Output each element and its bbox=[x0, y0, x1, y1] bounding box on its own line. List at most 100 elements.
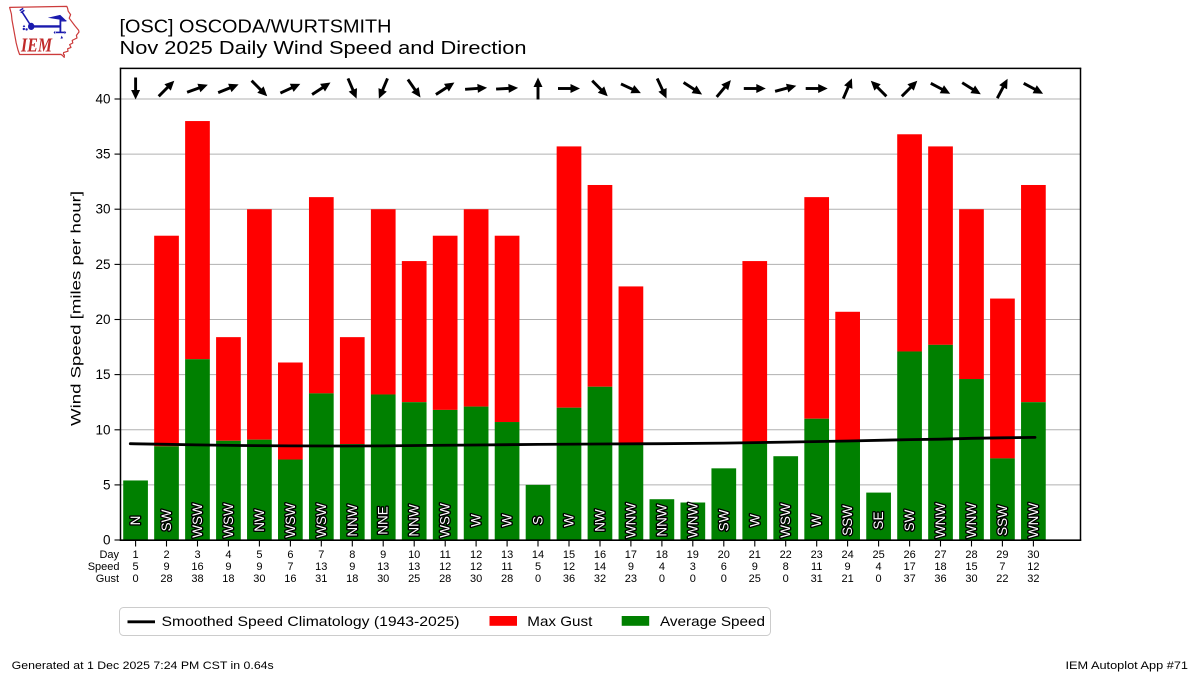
svg-text:37: 37 bbox=[903, 573, 915, 585]
svg-text:W: W bbox=[562, 514, 577, 527]
svg-text:7: 7 bbox=[287, 561, 293, 573]
svg-text:30: 30 bbox=[95, 202, 110, 217]
svg-text:S: S bbox=[531, 516, 546, 525]
svg-text:36: 36 bbox=[563, 573, 575, 585]
svg-text:0: 0 bbox=[783, 573, 789, 585]
svg-text:W: W bbox=[469, 514, 484, 527]
svg-text:Max Gust: Max Gust bbox=[527, 613, 592, 629]
svg-text:18: 18 bbox=[934, 561, 946, 573]
svg-text:3: 3 bbox=[690, 561, 696, 573]
svg-text:0: 0 bbox=[690, 573, 696, 585]
svg-text:WNW: WNW bbox=[685, 503, 700, 538]
svg-text:16: 16 bbox=[594, 549, 606, 561]
svg-text:0: 0 bbox=[659, 573, 665, 585]
svg-text:1: 1 bbox=[133, 549, 139, 561]
svg-text:NW: NW bbox=[252, 509, 267, 532]
svg-text:WNW: WNW bbox=[964, 503, 979, 538]
svg-text:35: 35 bbox=[95, 147, 110, 162]
svg-text:12: 12 bbox=[563, 561, 575, 573]
svg-text:4: 4 bbox=[876, 561, 882, 573]
svg-text:28: 28 bbox=[160, 573, 172, 585]
svg-text:5: 5 bbox=[256, 549, 262, 561]
svg-text:16: 16 bbox=[284, 573, 296, 585]
svg-text:5: 5 bbox=[103, 477, 111, 492]
svg-text:30: 30 bbox=[1027, 549, 1039, 561]
svg-text:21: 21 bbox=[841, 573, 853, 585]
svg-text:10: 10 bbox=[95, 422, 110, 437]
svg-text:WSW: WSW bbox=[314, 503, 329, 538]
svg-text:40: 40 bbox=[95, 92, 110, 107]
svg-text:9: 9 bbox=[380, 549, 386, 561]
svg-text:WSW: WSW bbox=[778, 503, 793, 538]
svg-text:11: 11 bbox=[811, 561, 822, 573]
svg-text:38: 38 bbox=[191, 573, 203, 585]
svg-text:13: 13 bbox=[408, 561, 420, 573]
svg-text:15: 15 bbox=[965, 561, 977, 573]
svg-text:8: 8 bbox=[349, 549, 355, 561]
svg-text:23: 23 bbox=[625, 573, 637, 585]
svg-text:0: 0 bbox=[133, 573, 139, 585]
svg-text:20: 20 bbox=[95, 312, 110, 327]
svg-text:12: 12 bbox=[1027, 561, 1039, 573]
svg-text:28: 28 bbox=[965, 549, 977, 561]
svg-text:30: 30 bbox=[965, 573, 977, 585]
svg-text:9: 9 bbox=[845, 561, 851, 573]
svg-text:26: 26 bbox=[903, 549, 915, 561]
svg-text:25: 25 bbox=[408, 573, 420, 585]
svg-text:WNW: WNW bbox=[1026, 503, 1041, 538]
svg-text:28: 28 bbox=[439, 573, 451, 585]
svg-text:WNW: WNW bbox=[933, 503, 948, 538]
svg-text:9: 9 bbox=[225, 561, 231, 573]
svg-text:SW: SW bbox=[159, 509, 174, 531]
svg-text:9: 9 bbox=[163, 561, 169, 573]
svg-text:17: 17 bbox=[903, 561, 915, 573]
svg-text:6: 6 bbox=[287, 549, 293, 561]
svg-text:SW: SW bbox=[902, 509, 917, 531]
svg-text:WSW: WSW bbox=[221, 503, 236, 538]
svg-text:SE: SE bbox=[871, 511, 886, 529]
svg-text:SSW: SSW bbox=[995, 505, 1010, 536]
svg-text:NNW: NNW bbox=[345, 504, 360, 536]
svg-text:32: 32 bbox=[1027, 573, 1039, 585]
svg-text:0: 0 bbox=[103, 533, 111, 548]
svg-text:WSW: WSW bbox=[438, 503, 453, 538]
svg-text:22: 22 bbox=[996, 573, 1008, 585]
svg-text:9: 9 bbox=[349, 561, 355, 573]
svg-text:W: W bbox=[500, 514, 515, 527]
svg-text:30: 30 bbox=[470, 573, 482, 585]
svg-text:14: 14 bbox=[532, 549, 544, 561]
svg-text:SW: SW bbox=[716, 509, 731, 531]
svg-text:36: 36 bbox=[934, 573, 946, 585]
svg-text:Average Speed: Average Speed bbox=[660, 613, 765, 629]
svg-text:12: 12 bbox=[470, 561, 482, 573]
svg-text:5: 5 bbox=[133, 561, 139, 573]
svg-text:23: 23 bbox=[811, 549, 823, 561]
svg-text:N: N bbox=[128, 516, 143, 526]
svg-text:6: 6 bbox=[721, 561, 727, 573]
svg-text:Nov 2025 Daily Wind Speed and: Nov 2025 Daily Wind Speed and Direction bbox=[120, 37, 527, 58]
svg-text:10: 10 bbox=[408, 549, 420, 561]
svg-text:11: 11 bbox=[501, 561, 512, 573]
svg-text:21: 21 bbox=[749, 549, 761, 561]
svg-text:4: 4 bbox=[659, 561, 665, 573]
svg-text:WSW: WSW bbox=[283, 503, 298, 538]
svg-text:25: 25 bbox=[872, 549, 884, 561]
svg-text:Speed: Speed bbox=[88, 561, 120, 573]
svg-text:Wind Speed [miles per hour]: Wind Speed [miles per hour] bbox=[68, 191, 84, 426]
svg-text:15: 15 bbox=[563, 549, 575, 561]
svg-text:20: 20 bbox=[718, 549, 730, 561]
svg-text:SSW: SSW bbox=[840, 505, 855, 536]
svg-text:27: 27 bbox=[934, 549, 946, 561]
svg-text:30: 30 bbox=[377, 573, 389, 585]
svg-text:5: 5 bbox=[535, 561, 541, 573]
svg-text:NNE: NNE bbox=[376, 506, 391, 535]
svg-text:16: 16 bbox=[191, 561, 203, 573]
svg-text:18: 18 bbox=[656, 549, 668, 561]
svg-text:32: 32 bbox=[594, 573, 606, 585]
svg-text:W: W bbox=[747, 514, 762, 527]
svg-text:9: 9 bbox=[752, 561, 758, 573]
svg-text:WNW: WNW bbox=[623, 503, 638, 538]
svg-text:Generated at 1 Dec 2025 7:24 P: Generated at 1 Dec 2025 7:24 PM CST in 0… bbox=[12, 660, 275, 672]
svg-text:19: 19 bbox=[687, 549, 699, 561]
svg-text:NNW: NNW bbox=[407, 504, 422, 536]
